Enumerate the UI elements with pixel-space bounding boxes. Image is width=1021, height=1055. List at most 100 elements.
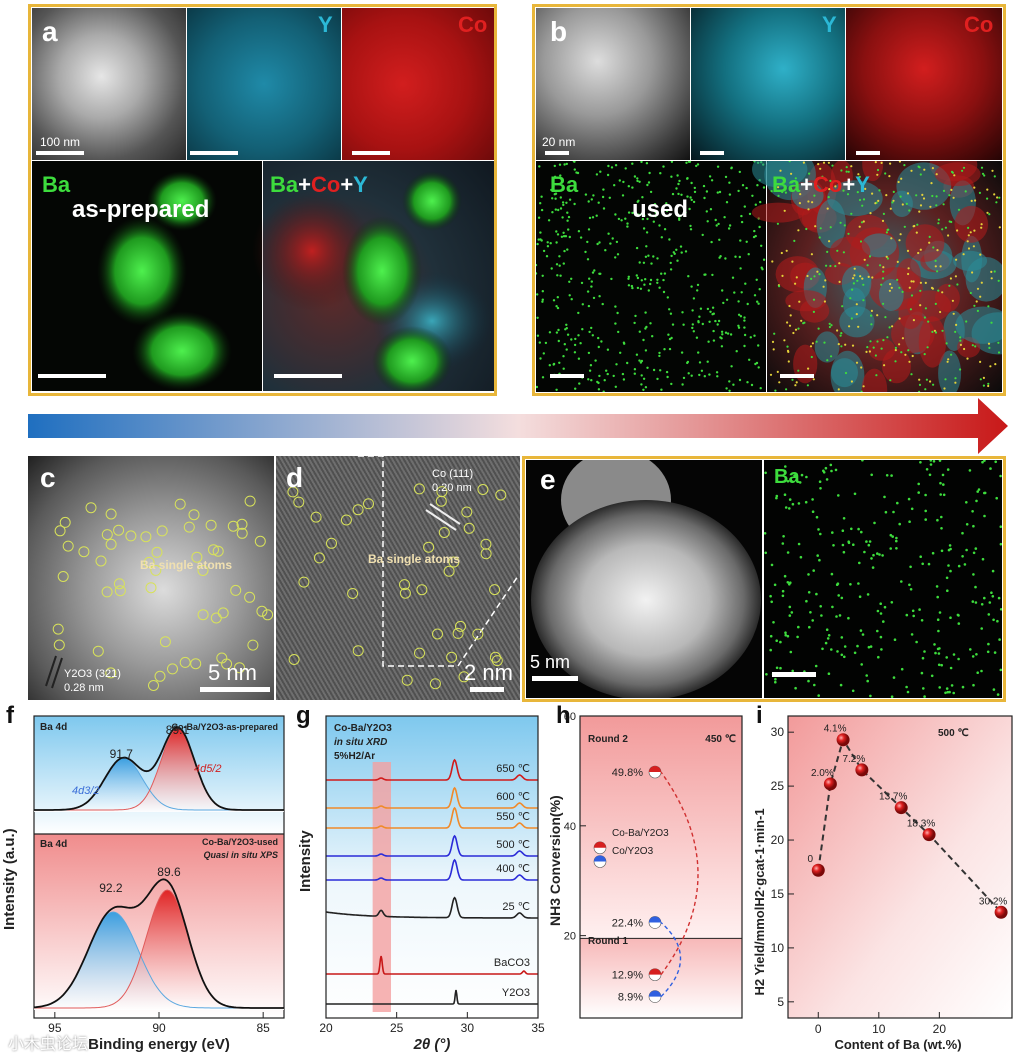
ba-signal-dot [563, 249, 566, 253]
ba-signal-dot [764, 471, 767, 475]
ba-atom-marker [477, 484, 489, 495]
merge-signal-dot [847, 170, 850, 173]
ba-atom-marker [448, 556, 460, 568]
panel-e-ba-label: Ba [774, 466, 800, 488]
ba-signal-dot [819, 487, 822, 490]
merge-signal-dot [855, 313, 858, 316]
ba-signal-dot [588, 369, 592, 372]
merge-signal-dot [949, 277, 952, 280]
ba-signal-dot [606, 372, 609, 376]
ba-signal-dot [536, 293, 539, 296]
merge-signal-dot [807, 200, 810, 203]
panel-b-scale-bar-3 [856, 151, 880, 155]
ba-signal-dot [850, 527, 853, 531]
panel-a-scale-bar-2 [190, 151, 238, 155]
ba-signal-dot [764, 532, 767, 535]
ba-signal-dot [538, 341, 541, 344]
ba-signal-dot [949, 569, 952, 573]
ba-signal-dot [753, 334, 756, 337]
ba-signal-dot [678, 218, 681, 221]
x-tick-label: 90 [152, 1021, 166, 1035]
ba-signal-dot [672, 251, 675, 254]
merge-signal-dot [840, 332, 843, 335]
ba-signal-dot [597, 336, 600, 340]
panel-e-scale-bar-2 [772, 672, 816, 677]
ba-signal-dot [915, 640, 918, 644]
merge-signal-dot [908, 209, 911, 212]
ba-signal-dot [688, 207, 691, 211]
merge-signal-dot [850, 165, 853, 168]
merge-signal-dot [813, 194, 816, 197]
merge-signal-dot [777, 186, 780, 189]
ba-signal-dot [747, 253, 750, 256]
ba-signal-dot [576, 171, 580, 175]
ba-signal-dot [999, 542, 1002, 546]
ba-signal-dot [740, 214, 743, 218]
ba-signal-dot [691, 326, 694, 330]
merge-signal-dot [815, 340, 818, 343]
merge-signal-dot [931, 330, 934, 333]
ba-signal-dot [556, 233, 560, 236]
ba-signal-dot [877, 655, 880, 659]
xrd-pattern-line [326, 758, 538, 781]
panel-c-haadf [28, 456, 274, 700]
ba-signal-dot [866, 679, 869, 683]
panel-c-annotation: Ba single atoms [140, 558, 233, 572]
ba-signal-dot [703, 196, 706, 200]
ba-signal-dot [542, 249, 546, 253]
ba-signal-dot [539, 238, 542, 241]
merge-signal-dot [923, 316, 926, 319]
merge-signal-dot [898, 343, 901, 346]
chart-g-ylabel: Intensity [297, 830, 314, 892]
merge-signal-dot [812, 378, 815, 381]
ba-signal-dot [799, 555, 803, 559]
ba-signal-dot [642, 227, 646, 230]
ba-atom-marker [452, 627, 464, 639]
ba-signal-dot [551, 211, 554, 214]
ba-signal-dot [972, 573, 975, 576]
ba-signal-dot [554, 208, 557, 211]
panel-d-scale-bar [470, 687, 504, 692]
ba-signal-dot [779, 640, 782, 644]
y-tick-label: 60 [564, 712, 576, 723]
merge-signal-dot [864, 187, 867, 190]
xrd-series-label: 650 ℃ [496, 763, 530, 775]
merge-signal-dot [896, 278, 899, 281]
ba-signal-dot [779, 666, 782, 670]
ba-signal-dot [577, 334, 580, 337]
ba-signal-dot [627, 275, 630, 278]
ba-signal-dot [971, 655, 975, 658]
xrd-series-label: Y2O3 [502, 987, 530, 999]
panel-a-letter: a [42, 16, 58, 47]
ba-signal-dot [579, 342, 582, 345]
merge-signal-dot [875, 374, 878, 377]
merge-signal-dot [955, 258, 958, 261]
merge-signal-dot [865, 350, 868, 353]
ba-signal-dot [654, 214, 657, 218]
ba-signal-dot [824, 641, 828, 645]
ba-signal-dot [947, 564, 950, 567]
panel-b-letter: b [550, 16, 568, 47]
ba-signal-dot [662, 165, 665, 168]
merge-signal-dot [982, 376, 985, 379]
ba-signal-dot [633, 321, 636, 325]
ba-signal-dot [548, 331, 552, 334]
merge-signal-dot [855, 303, 858, 306]
merge-signal-dot [848, 325, 851, 328]
panel-b-scale-bar-4 [550, 374, 584, 378]
merge-signal-dot [825, 264, 828, 267]
chart-h-round1: Round 1 [588, 936, 628, 947]
ba-signal-dot [636, 200, 639, 203]
xrd-pattern-line [326, 858, 538, 881]
ba-signal-dot [927, 562, 931, 566]
merge-signal-dot [784, 191, 787, 194]
panel-b-y-map [691, 8, 845, 160]
ba-atom-marker [472, 628, 484, 640]
merge-signal-dot [797, 327, 800, 330]
ba-signal-dot [839, 683, 843, 687]
merge-signal-dot [911, 354, 914, 358]
ba-signal-dot [647, 254, 650, 257]
panel-c-lattice: Y2O3 (321) [64, 668, 121, 680]
ba-signal-dot [687, 372, 690, 375]
x-tick-label: 0 [815, 1022, 822, 1036]
